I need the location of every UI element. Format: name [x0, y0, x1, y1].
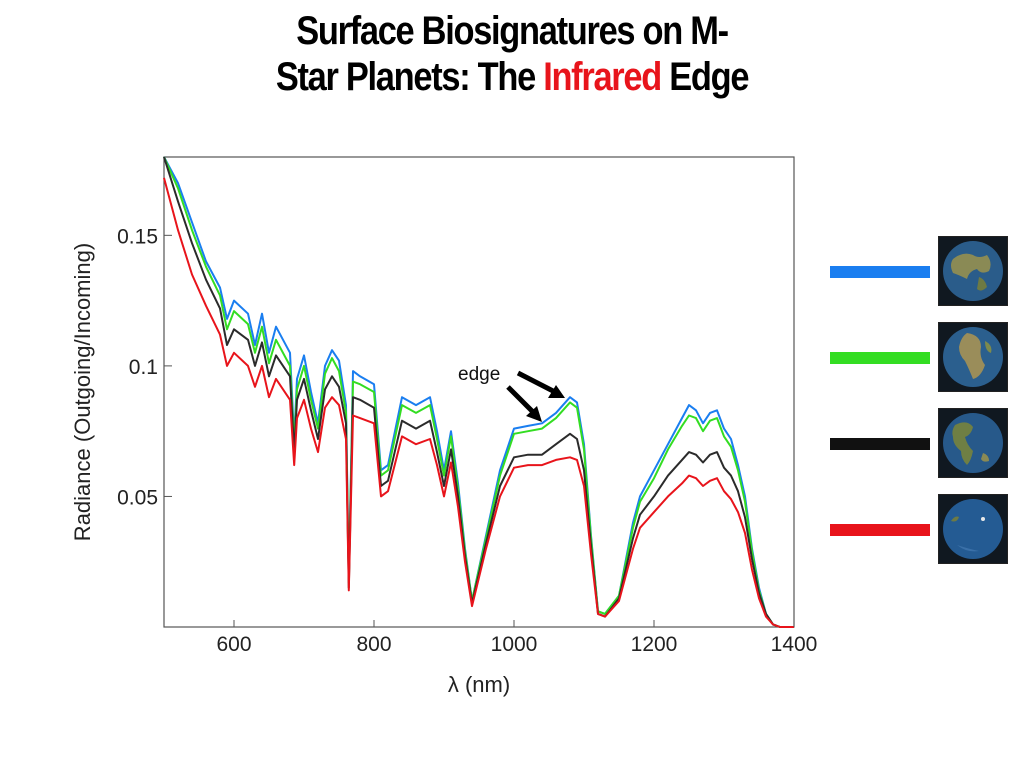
slide-title-line-1: Surface Biosignatures on M-	[296, 9, 729, 53]
legend-swatch-red	[830, 524, 930, 536]
y-axis-label: Radiance (Outgoing/Incoming)	[70, 243, 95, 541]
slide-title: Surface Biosignatures on M- Star Planets…	[72, 8, 953, 100]
y-tick-label-0: 0.05	[117, 486, 158, 509]
plot-area	[163, 156, 795, 628]
x-tick-label-600: 600	[216, 633, 251, 656]
x-tick-label-800: 800	[356, 633, 391, 656]
x-tick-label-1400: 1400	[771, 633, 818, 656]
globe-icon	[938, 236, 1008, 306]
globe-icon	[938, 408, 1008, 478]
legend-item-black	[830, 408, 1010, 480]
legend-swatch-green	[830, 352, 930, 364]
legend-item-blue	[830, 236, 1010, 308]
legend-item-green	[830, 322, 1010, 394]
x-tick-label-1000: 1000	[491, 633, 538, 656]
series-line-4	[163, 177, 794, 628]
legend-swatch-black	[830, 438, 930, 450]
legend-swatch-blue	[830, 266, 930, 278]
title-accent-word: Infrared	[543, 55, 662, 99]
y-tick-label-2: 0.15	[117, 225, 158, 248]
annotation-arrow-1	[516, 370, 557, 395]
title-line-2-pre: Star Planets: The	[275, 55, 544, 99]
series-layer	[163, 156, 794, 628]
globe-icon	[938, 494, 1008, 564]
x-axis-label: λ (nm)	[448, 672, 510, 697]
x-tick-label-1200: 1200	[631, 633, 678, 656]
slide-title-line-2: Star Planets: The Infrared Edge	[72, 54, 953, 100]
annotation-arrowhead-1	[548, 385, 565, 398]
globe-icon	[938, 322, 1008, 392]
annotation-arrow-2	[506, 385, 535, 414]
y-tick-label-1: 0.1	[129, 356, 158, 379]
legend	[830, 236, 1010, 570]
annotation-arrowhead-2	[526, 406, 542, 422]
title-line-2-post: Edge	[660, 55, 749, 99]
edge-annotation: edge	[458, 364, 565, 422]
tick-layer: 600 800 1000 1200 1400 0.05 0.1 0.15	[117, 225, 817, 656]
legend-item-red	[830, 494, 1010, 566]
annotation-label: edge	[458, 364, 500, 385]
